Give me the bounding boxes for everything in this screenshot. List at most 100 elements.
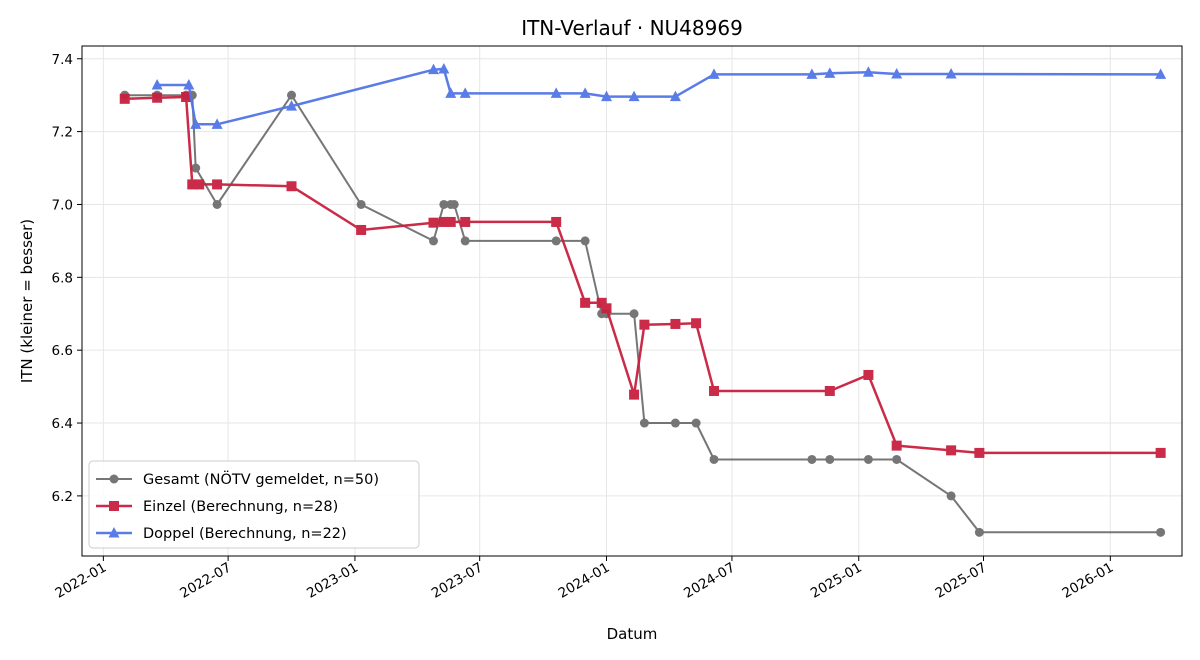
legend-marker [108, 527, 120, 538]
y-tick-label: 7.0 [52, 197, 73, 213]
data-point [181, 92, 192, 102]
data-point [551, 236, 561, 246]
data-point [445, 87, 457, 98]
legend-entry [96, 474, 132, 484]
data-point [439, 199, 449, 209]
data-point [806, 68, 818, 79]
data-point [286, 100, 298, 111]
data-point [287, 90, 297, 100]
data-point [194, 179, 205, 190]
data-point [152, 92, 163, 103]
data-point [600, 90, 612, 102]
data-point [428, 217, 439, 228]
data-point [550, 87, 562, 98]
chart-title: ITN-Verlauf · NU48969 [521, 16, 743, 40]
data-point [459, 87, 471, 98]
x-axis: 2022-01 2022-07 2023-01 2023-07 2024-01 2024-… [53, 556, 1116, 602]
data-point [438, 62, 450, 74]
data-point [596, 297, 607, 308]
x-tick-label: 2022-07 [177, 560, 234, 602]
data-point [438, 216, 449, 227]
x-tick-label: 2024-01 [556, 560, 613, 602]
data-point [691, 418, 701, 428]
data-point [691, 318, 702, 329]
data-point [580, 297, 591, 308]
data-point [709, 454, 719, 464]
data-point [580, 236, 590, 246]
y-tick-label: 6.2 [52, 489, 73, 505]
data-point [629, 389, 640, 400]
data-point [1155, 447, 1166, 458]
y-tick-label: 7.4 [52, 52, 73, 68]
data-point [445, 216, 456, 227]
data-point [628, 90, 640, 102]
series-circle [120, 90, 1166, 537]
data-point [708, 68, 720, 79]
data-point [824, 67, 836, 78]
y-tick-label: 6.8 [52, 270, 73, 286]
legend-box [88, 460, 420, 549]
data-point [670, 418, 680, 428]
data-point [891, 68, 903, 79]
legend-marker [109, 501, 119, 511]
series-layer [119, 62, 1167, 537]
x-tick-label: 2026-01 [1059, 560, 1116, 602]
data-point [191, 163, 201, 173]
data-point [183, 78, 195, 90]
legend-label: Doppel (Berechnung, n=22) [143, 526, 347, 542]
data-point [551, 216, 562, 227]
data-point [709, 385, 720, 396]
x-tick-label: 2025-07 [933, 560, 990, 602]
data-point [862, 66, 874, 77]
data-point [356, 224, 367, 235]
data-point [460, 236, 470, 246]
data-point [460, 216, 471, 227]
data-point [946, 445, 957, 456]
data-point [212, 179, 223, 190]
data-point [601, 303, 612, 314]
series-triangle [151, 62, 1167, 129]
data-point [629, 309, 639, 319]
y-tick-label: 6.4 [52, 416, 73, 432]
legend-entry [96, 501, 132, 511]
series-square [119, 92, 1166, 458]
data-point [824, 385, 835, 396]
grid [82, 46, 1182, 556]
data-point [1155, 68, 1167, 79]
x-tick-label: 2022-01 [53, 560, 110, 602]
series-line [157, 67, 1161, 126]
data-point [863, 454, 873, 464]
x-tick-label: 2023-07 [429, 560, 486, 602]
data-point [892, 454, 902, 464]
data-point [863, 369, 874, 380]
data-point [639, 319, 650, 330]
data-point [669, 90, 681, 102]
data-point [670, 318, 681, 329]
data-point [212, 199, 222, 209]
data-point [356, 199, 366, 209]
legend-entry [96, 527, 132, 538]
data-point [974, 447, 985, 458]
data-point [449, 199, 459, 209]
data-point [807, 454, 817, 464]
data-point [639, 418, 649, 428]
data-point [891, 440, 902, 451]
data-point [211, 118, 223, 129]
legend: Gesamt (NÖTV gemeldet, n=50) Einzel (Bere… [88, 460, 420, 549]
data-point [151, 78, 163, 90]
data-point [428, 63, 440, 75]
data-point [579, 87, 591, 98]
data-point [190, 118, 202, 129]
y-axis-label: ITN (kleiner = besser) [18, 219, 36, 383]
data-point [945, 68, 957, 79]
data-point [974, 527, 984, 537]
x-axis-label: Datum [607, 625, 658, 643]
legend-marker [109, 474, 119, 484]
y-tick-label: 7.2 [52, 125, 73, 141]
data-point [1156, 527, 1166, 537]
legend-label: Gesamt (NÖTV gemeldet, n=50) [143, 470, 379, 488]
plot-frame [81, 45, 1183, 557]
x-tick-label: 2025-01 [808, 560, 865, 602]
x-tick-label: 2023-01 [304, 560, 361, 602]
